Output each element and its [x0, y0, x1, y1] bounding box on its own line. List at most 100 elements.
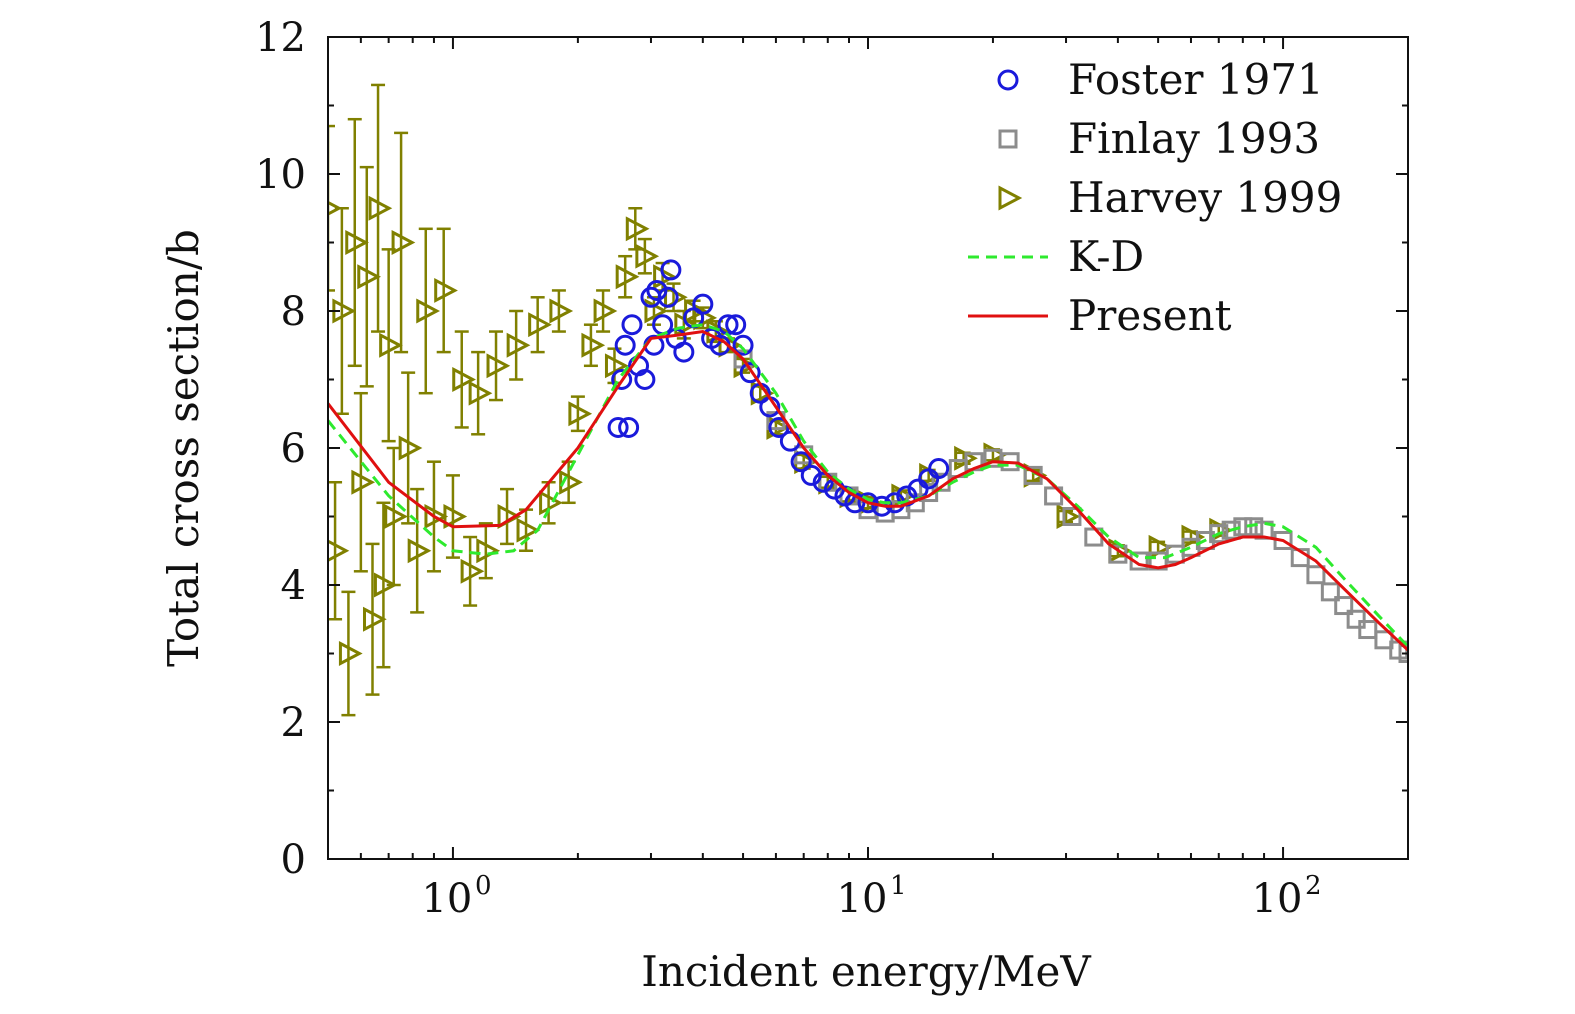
data-point-harvey-1999: [357, 264, 381, 290]
data-point-finlay-1993: [1084, 527, 1104, 547]
series-line-present: [328, 329, 1408, 652]
data-point-harvey-1999: [559, 469, 583, 495]
data-point-foster-1971: [646, 279, 668, 301]
y-tick-label: 12: [255, 15, 306, 61]
series-layer: [328, 83, 1408, 717]
data-point-foster-1971: [790, 451, 812, 473]
data-point-harvey-1999: [379, 332, 403, 358]
legend-item-k-d: K-D: [968, 232, 1144, 281]
data-point-harvey-1999: [391, 230, 416, 255]
data-point-foster-1971: [739, 362, 761, 384]
y-tick-label: 2: [281, 700, 306, 746]
data-point-foster-1971: [779, 430, 801, 452]
data-point-harvey-1999: [625, 216, 650, 242]
data-point-harvey-1999: [528, 312, 552, 338]
data-point-harvey-1999: [460, 558, 485, 584]
data-point-harvey-1999: [1181, 524, 1206, 550]
data-point-finlay-1993: [1398, 644, 1408, 663]
x-axis-title: Incident energy/MeV: [641, 947, 1091, 996]
data-point-harvey-1999: [539, 490, 563, 516]
data-point-harvey-1999: [362, 606, 387, 632]
data-point-harvey-1999: [653, 264, 677, 290]
data-point-foster-1971: [857, 492, 879, 514]
data-point-harvey-1999: [516, 517, 541, 543]
series-present: [328, 329, 1408, 652]
data-point-foster-1971: [692, 293, 714, 315]
data-point-foster-1971: [607, 416, 629, 438]
data-point-foster-1971: [732, 334, 754, 356]
ticks-layer: [327, 36, 1409, 860]
data-point-harvey-1999: [424, 504, 449, 529]
legend-swatch-foster-1971: [997, 69, 1019, 91]
data-point-foster-1971: [621, 314, 643, 336]
data-point-foster-1971: [618, 416, 640, 438]
legend-label-k-d: K-D: [1068, 232, 1144, 281]
x-tick-label-exponent: 0: [475, 871, 492, 901]
data-point-foster-1971: [800, 464, 822, 486]
data-point-finlay-1993: [1044, 486, 1064, 506]
data-point-harvey-1999: [593, 298, 618, 324]
data-point-foster-1971: [657, 286, 679, 308]
data-point-foster-1971: [768, 416, 790, 438]
data-point-harvey-1999: [373, 572, 398, 598]
data-point-harvey-1999: [443, 504, 468, 529]
data-point-foster-1971: [660, 259, 682, 281]
data-point-finlay-1993: [1306, 565, 1326, 585]
data-point-harvey-1999: [476, 538, 501, 564]
data-point-harvey-1999: [328, 539, 350, 562]
data-point-harvey-1999: [468, 380, 493, 406]
series-foster-1971: [607, 259, 950, 517]
data-point-foster-1971: [611, 369, 633, 390]
data-point-finlay-1993: [1320, 582, 1340, 602]
legend-item-harvey-1999: Harvey 1999: [998, 173, 1342, 222]
data-point-harvey-1999: [338, 641, 363, 666]
data-point-harvey-1999: [635, 243, 660, 269]
y-tick-label: 8: [281, 289, 306, 335]
data-point-harvey-1999: [718, 332, 743, 358]
legend-label-finlay-1993: Finlay 1993: [1068, 114, 1320, 163]
legend: Foster 1971 Finlay 1993 Harvey 1999 K-D Pres…: [968, 55, 1342, 340]
legend-item-foster-1971: Foster 1971: [997, 55, 1324, 104]
data-point-finlay-1993: [1358, 620, 1378, 640]
x-tick-label: 10: [1252, 876, 1303, 922]
data-point-foster-1971: [725, 314, 747, 336]
data-point-harvey-1999: [581, 332, 606, 358]
data-point-finlay-1993: [1244, 517, 1264, 537]
y-tick-label: 0: [281, 837, 306, 883]
legend-label-foster-1971: Foster 1971: [1068, 55, 1324, 104]
x-tick-label-exponent: 1: [890, 871, 907, 901]
data-point-finlay-1993: [1209, 524, 1229, 544]
data-point-harvey-1999: [351, 469, 376, 495]
data-point-harvey-1999: [615, 264, 640, 290]
data-point-foster-1971: [614, 334, 636, 356]
series-line-k-d: [328, 323, 1408, 648]
data-point-harvey-1999: [345, 230, 369, 255]
data-point-harvey-1999: [1056, 504, 1081, 529]
data-point-harvey-1999: [384, 504, 408, 529]
data-point-harvey-1999: [434, 277, 458, 303]
data-point-harvey-1999: [368, 195, 393, 221]
data-point-finlay-1993: [1062, 507, 1082, 526]
data-point-harvey-1999: [486, 353, 511, 379]
x-tick-label: 10: [837, 876, 888, 922]
data-point-harvey-1999: [506, 332, 531, 358]
data-point-foster-1971: [812, 471, 834, 493]
legend-swatch-harvey-1999: [998, 185, 1023, 211]
data-point-harvey-1999: [452, 367, 476, 392]
data-point-harvey-1999: [328, 200, 343, 216]
y-tick-label: 10: [255, 152, 306, 198]
data-point-harvey-1999: [398, 435, 423, 461]
data-point-finlay-1993: [1129, 551, 1149, 571]
data-point-foster-1971: [928, 458, 950, 480]
y-tick-label: 4: [281, 563, 306, 609]
x-tick-label: 10: [421, 876, 472, 922]
legend-swatch-finlay-1993: [998, 129, 1018, 149]
legend-label-harvey-1999: Harvey 1999: [1068, 173, 1342, 222]
data-point-finlay-1993: [1334, 596, 1354, 616]
series-k-d: [328, 323, 1408, 648]
x-tick-label-exponent: 2: [1305, 871, 1322, 901]
data-point-finlay-1993: [1221, 520, 1241, 540]
data-point-foster-1971: [673, 341, 695, 363]
